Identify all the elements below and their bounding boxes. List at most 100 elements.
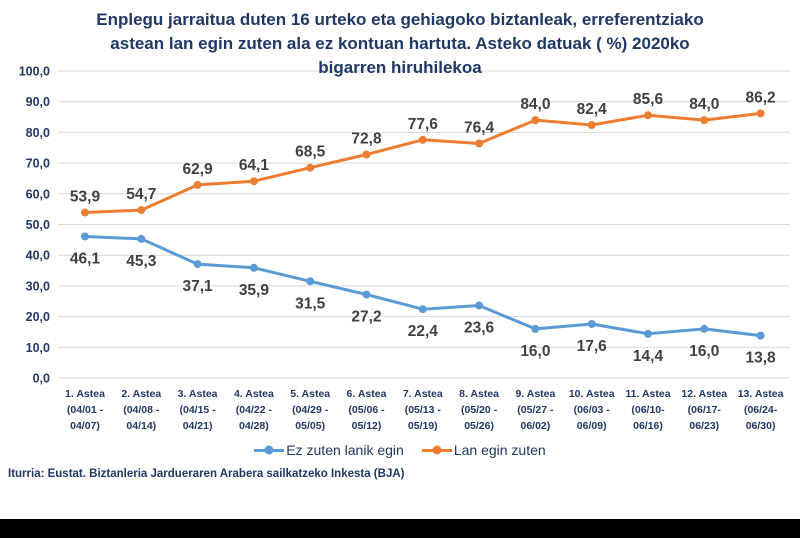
x-tick-label: 2. Astea [121,388,161,400]
point-marker [700,116,709,125]
point-marker [418,305,427,314]
point-marker [137,234,146,243]
source-note: Iturria: Eustat. Biztanleria Jardueraren… [8,468,405,480]
x-tick-label: 05/19) [408,420,438,432]
point-marker [249,177,258,186]
x-tick-label: (06/03 - [574,404,611,416]
data-label: 16,0 [689,343,719,360]
title-line-1: Enplegu jarraitua duten 16 urteko eta ge… [96,10,704,29]
data-label: 86,2 [746,89,776,106]
y-tick-label: 90,0 [26,95,50,109]
x-tick-label: 06/30) [746,420,776,432]
point-marker [475,301,484,310]
point-marker [475,139,484,148]
x-tick-label: (04/08 - [123,404,160,416]
x-tick-label: 9. Astea [515,388,555,400]
point-marker [644,111,652,120]
title-line-3: bigarren hiruhilekoa [318,58,482,77]
data-label: 54,7 [126,186,156,203]
y-tick-label: 60,0 [26,187,50,201]
data-label: 68,5 [295,144,326,161]
x-tick-label: (04/01 - [67,404,104,416]
x-tick-label: 13. Astea [738,388,784,400]
data-label: 82,4 [577,101,608,118]
data-label: 76,4 [464,119,495,136]
data-label: 53,9 [70,189,101,206]
legend-label: Lan egin zuten [453,442,546,458]
y-tick-label: 50,0 [26,218,50,232]
y-tick-label: 40,0 [26,249,50,263]
point-marker [756,331,765,340]
y-tick-label: 80,0 [26,126,50,140]
data-label: 85,6 [633,91,664,108]
point-marker [193,180,202,189]
x-tick-label: 04/14) [126,420,156,432]
point-marker [531,324,540,333]
data-label: 84,0 [689,96,719,113]
legend-item-lan-egin-zuten: Lan egin zuten [421,442,546,458]
x-tick-label: 06/16) [633,420,663,432]
point-marker [137,206,146,215]
y-tick-label: 0,0 [33,372,50,386]
x-tick-label: (06/10- [631,404,665,416]
title-line-2: astean lan egin zuten ala ez kontuan har… [110,34,690,53]
x-tick-label: 7. Astea [403,388,443,400]
legend-label: Ez zuten lanik egin [286,442,404,458]
x-tick-label: (04/29 - [292,404,329,416]
point-marker [362,290,371,299]
x-tick-label: (06/24- [744,404,778,416]
point-dot-icon [432,445,442,455]
y-tick-label: 30,0 [26,279,50,293]
data-label: 46,1 [70,250,101,267]
x-tick-label: 10. Astea [569,388,615,400]
point-marker [756,109,765,118]
x-tick-label: (05/13 - [405,404,442,416]
data-label: 23,6 [464,320,495,337]
point-marker [418,135,427,144]
data-label: 22,4 [408,323,439,340]
y-tick-label: 70,0 [26,157,50,171]
x-tick-label: 06/09) [577,420,607,432]
point-marker [587,319,596,328]
x-tick-label: 05/26) [464,420,494,432]
line-marker-icon [421,445,452,455]
x-tick-label: (04/22 - [236,404,273,416]
footer-bar [0,519,800,538]
data-label: 84,0 [520,96,550,113]
x-tick-label: 05/12) [352,420,382,432]
point-marker [700,324,709,333]
x-tick-label: (05/20 - [461,404,498,416]
point-marker [81,208,89,217]
x-tick-label: 11. Astea [625,388,670,400]
x-tick-label: 04/07) [70,420,100,432]
x-tick-label: 06/23) [689,420,719,432]
legend-item-ez-zuten-lanik-egin: Ez zuten lanik egin [254,442,404,458]
data-label: 13,8 [746,350,777,367]
y-tick-label: 100,0 [19,65,50,79]
data-label: 35,9 [239,282,270,299]
x-tick-label: (04/15 - [180,404,217,416]
data-label: 77,6 [408,116,439,133]
data-label: 31,5 [295,295,326,312]
y-tick-label: 20,0 [26,310,50,324]
data-label: 72,8 [351,131,382,148]
x-tick-label: 3. Astea [178,388,218,400]
point-marker [81,232,89,241]
x-tick-label: 4. Astea [234,388,274,400]
point-dot-icon [264,445,274,455]
point-marker [531,116,540,125]
point-marker [306,277,315,286]
x-tick-label: 6. Astea [347,388,387,400]
x-tick-label: (05/27 - [517,404,554,416]
x-tick-label: 12. Astea [681,388,727,400]
point-marker [362,150,371,159]
point-marker [587,121,596,130]
point-marker [644,329,652,338]
point-marker [193,260,202,269]
data-label: 17,6 [577,338,608,355]
x-tick-label: 8. Astea [459,388,499,400]
point-marker [249,263,258,272]
x-tick-label: 04/28) [239,420,269,432]
